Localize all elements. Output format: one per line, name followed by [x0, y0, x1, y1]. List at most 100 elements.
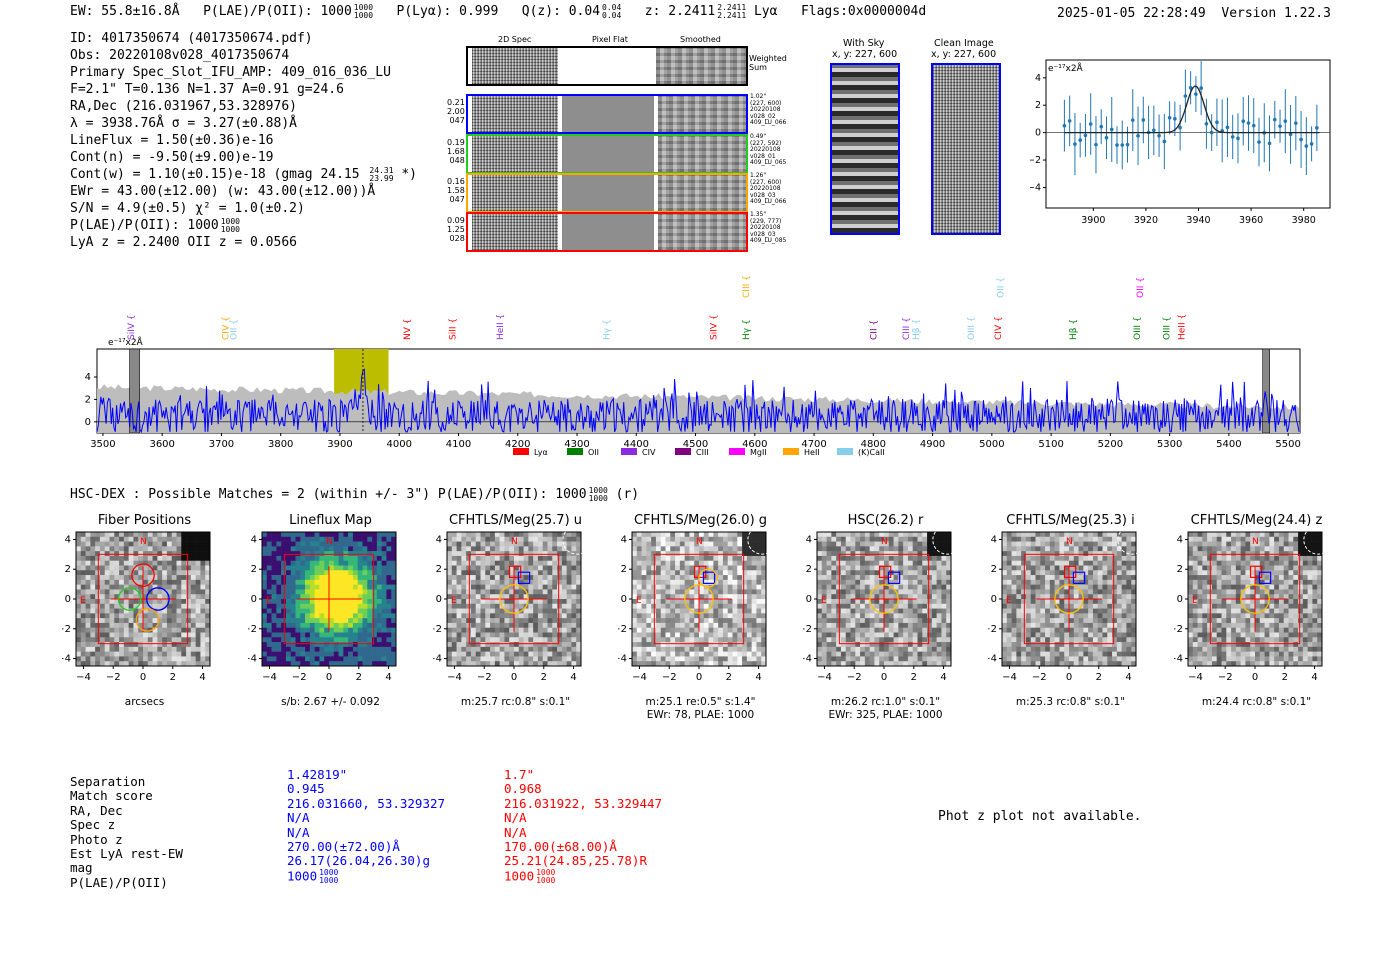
spectrum-xtick-label: 4900: [920, 439, 945, 450]
cutout-pixel: [466, 613, 472, 619]
cutout-pixel: [490, 594, 496, 600]
cutout-pixel: [941, 565, 947, 571]
cutout-pixel: [888, 532, 894, 538]
cutout-pixel: [190, 627, 196, 633]
cutout-pixel: [874, 546, 880, 552]
cutout-pixel: [641, 651, 647, 657]
cutout-pixel: [475, 599, 481, 605]
cutout-pixel: [499, 570, 505, 576]
cutout-pixel: [917, 575, 923, 581]
cutout-pixel: [641, 532, 647, 538]
cutout-pixel: [176, 613, 182, 619]
cutout-pixel: [864, 551, 870, 557]
cutout-pixel: [542, 589, 548, 595]
cutout-pixel: [147, 622, 153, 629]
cutout-pixel: [95, 632, 101, 638]
cutout-pixel: [903, 541, 909, 547]
cutout-pixel: [523, 546, 529, 552]
cutout-pixel: [561, 627, 567, 633]
cutout-footer: m:26.2 rc:1.0" s:0.1": [830, 696, 941, 708]
fiber-left-meta: 0.16 1.58 047: [447, 177, 465, 204]
weighted-smooth: [656, 48, 746, 84]
cutout-pixel: [689, 579, 695, 585]
cutout-pixel: [166, 656, 173, 662]
cutout-pixel: [504, 622, 510, 629]
cutout-pixel: [90, 603, 96, 609]
cutout-pixel: [756, 608, 762, 614]
cutout-pixel: [509, 603, 515, 609]
cutout-pixel: [907, 532, 914, 538]
cutout-pixel: [281, 632, 287, 638]
cutout-pixel: [888, 603, 894, 609]
cutout-pixel: [542, 570, 548, 576]
cutout-pixel: [646, 536, 652, 542]
cutout-pixel: [195, 532, 201, 538]
cutout-pixel: [166, 637, 173, 643]
cutout-pixel: [1045, 560, 1051, 566]
cutout-pixel: [826, 551, 832, 557]
cutout-pixel: [655, 594, 662, 600]
cutout-pixel: [162, 565, 168, 571]
cutout-pixel: [95, 532, 101, 538]
cutout-pixel: [708, 608, 714, 614]
cutout-pixel: [660, 618, 666, 624]
cutout-pixel: [1045, 622, 1051, 629]
cutout-pixel: [703, 579, 709, 585]
cutout-pixel: [1054, 594, 1060, 600]
cutout-pixel: [655, 599, 662, 605]
cutout-pixel: [300, 579, 306, 585]
cutout-pixel: [114, 541, 120, 547]
cutout-pixel: [831, 642, 837, 648]
cutout-pixel: [817, 603, 823, 609]
cutout-pixel: [490, 627, 496, 633]
cutout-pixel: [514, 584, 520, 590]
cutout-pixel: [836, 570, 842, 576]
cutout-pixel: [1054, 622, 1060, 629]
cutout-pixel: [761, 579, 767, 585]
cutout-pixel: [718, 532, 724, 538]
cutout-pixel: [1016, 546, 1022, 552]
cutout-pixel: [314, 546, 320, 552]
cutout-pixel: [946, 584, 952, 590]
cutout-pixel: [262, 551, 268, 557]
cutout-pixel: [1021, 579, 1027, 585]
cutout-pixel: [309, 532, 315, 538]
cutout-pixel: [152, 661, 158, 667]
cutout-pixel: [285, 599, 292, 605]
cutout-pixel: [684, 608, 690, 614]
cutout-pixel: [514, 661, 520, 667]
cutout-pixel: [171, 551, 177, 557]
cutout-pixel: [922, 618, 928, 624]
cutout-pixel: [552, 642, 558, 648]
cutout-pixel: [727, 594, 733, 600]
cutout-pixel: [490, 642, 496, 648]
cutout-pixel: [679, 627, 685, 633]
cutout-pixel: [119, 555, 125, 562]
cutout-pixel: [181, 603, 187, 609]
cutout-pixel: [1054, 555, 1060, 562]
cutout-pixel: [718, 618, 724, 624]
cutout-pixel: [761, 656, 767, 662]
cutout-pixel: [542, 651, 548, 657]
cutout-pixel: [281, 555, 287, 562]
cutout-pixel: [869, 584, 875, 590]
cutout-pixel: [80, 656, 86, 662]
cutout-pixel: [903, 651, 909, 657]
cutout-pixel: [1030, 541, 1036, 547]
cutout-pixel: [1092, 532, 1099, 538]
cutout-pixel: [266, 646, 272, 652]
cutout-pixel: [761, 546, 767, 552]
cutout-pixel: [1083, 603, 1089, 609]
cutout-pixel: [684, 599, 690, 605]
cutout-pixel: [119, 594, 125, 600]
cutout-pixel: [447, 594, 453, 600]
cutout-pixel: [552, 603, 558, 609]
cutout-pixel: [821, 584, 827, 590]
cutout-pixel: [99, 579, 106, 585]
cutout-pixel: [742, 565, 748, 571]
cutout-pixel: [941, 613, 947, 619]
cutout-pixel: [1054, 584, 1060, 590]
cutout-pixel: [123, 637, 129, 643]
cutout-pixel: [888, 637, 894, 643]
